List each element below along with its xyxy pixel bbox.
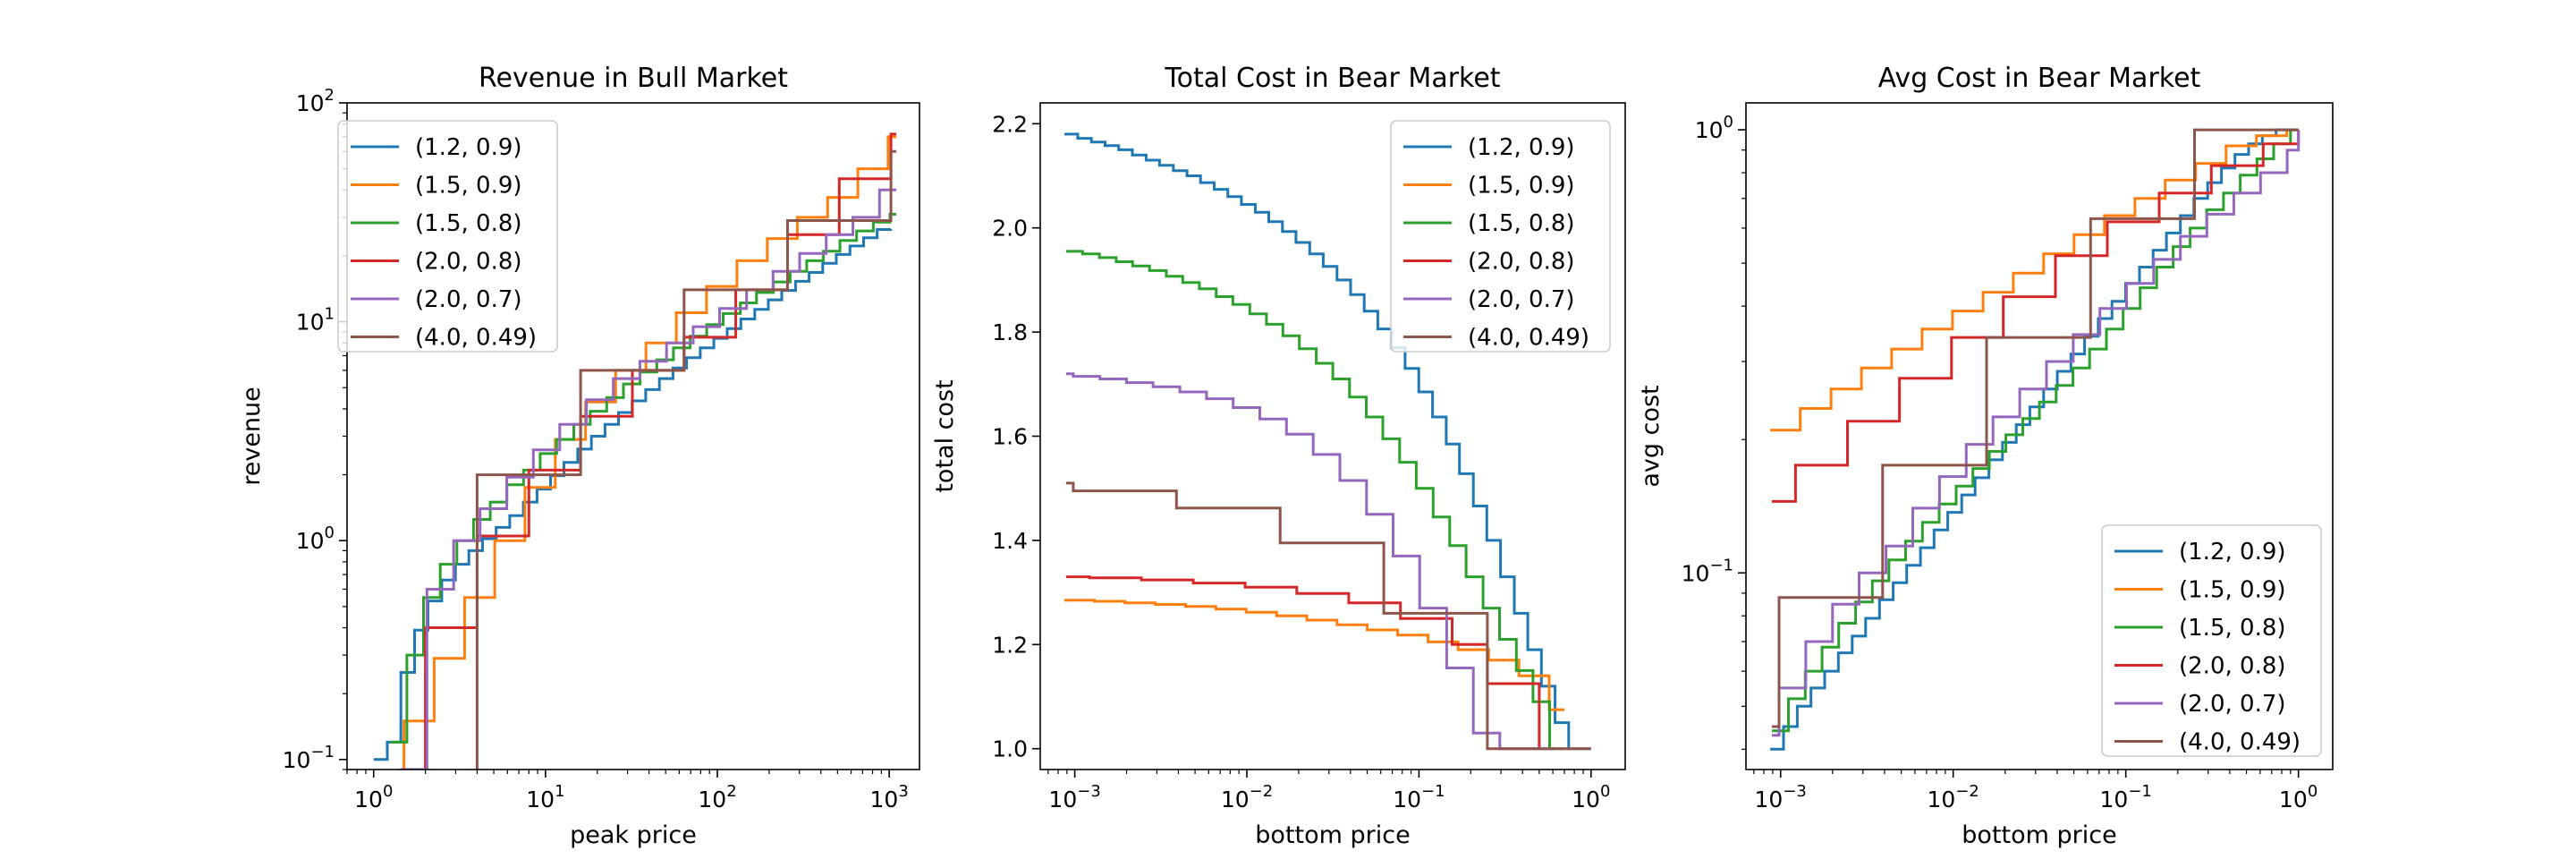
- axes-frame: [1745, 102, 2334, 770]
- y-tick-label: 2.0: [992, 216, 1028, 242]
- x-tick-label: 10−3: [1755, 782, 1807, 812]
- y-tick-label: 1.2: [992, 632, 1028, 658]
- y-tick-label: 1.4: [992, 528, 1028, 554]
- x-tick-label: 10−2: [1928, 782, 1979, 812]
- legend-entry: (2.0, 0.8): [415, 249, 522, 276]
- x-axis-label: peak price: [570, 821, 697, 849]
- series-line-4: [1772, 130, 2301, 503]
- series-line-2: [1770, 128, 2299, 432]
- x-tick-label: 10−3: [1048, 782, 1100, 812]
- series-line-2: [1064, 599, 1564, 711]
- legend-entry: (1.2, 0.9): [1468, 134, 1575, 161]
- legend-box: [1390, 120, 1611, 353]
- legend-entry: (1.5, 0.8): [1468, 210, 1575, 237]
- legend-entry: (2.0, 0.7): [1468, 286, 1575, 313]
- chart-title: Total Cost in Bear Market: [1164, 63, 1500, 94]
- series-line-6: [475, 149, 897, 770]
- y-tick-label: 101: [296, 305, 335, 336]
- legend-entry: (4.0, 0.49): [2179, 729, 2301, 756]
- x-tick-label: 102: [698, 782, 736, 812]
- series-line-2: [402, 135, 897, 770]
- series-line-3: [1065, 250, 1564, 751]
- series-line-4: [1065, 575, 1541, 749]
- legend-entry: (2.0, 0.8): [2179, 653, 2286, 680]
- chart-panel-1: 100 101 102 103 10−1 100 101 102 Revenue in Bull…: [238, 63, 920, 849]
- series-line-6: [1065, 481, 1591, 751]
- x-tick-label: 10−2: [1221, 782, 1273, 812]
- legend-box: [337, 120, 558, 353]
- chart-panel-3: 10−3 10−2 10−1 100 10−1 100 Avg Cost in Bear M…: [1637, 63, 2334, 849]
- y-tick-label: 2.2: [992, 111, 1028, 137]
- y-tick-label: 100: [1695, 113, 1733, 143]
- y-axis-label: total cost: [931, 379, 959, 492]
- legend-entry: (1.5, 0.9): [415, 173, 522, 200]
- legend-entry: (1.5, 0.8): [2179, 615, 2286, 642]
- legend-box: [2101, 524, 2322, 757]
- x-axis-label: bottom price: [1962, 821, 2116, 849]
- y-axis-label: revenue: [238, 387, 266, 486]
- x-tick-label: 100: [1572, 782, 1610, 812]
- legend-entry: (2.0, 0.8): [1468, 249, 1575, 276]
- y-tick-label: 100: [296, 523, 335, 554]
- legend: (1.2, 0.9) (1.5, 0.9) (1.5, 0.8) (2.0, 0.8)…: [1390, 120, 1611, 353]
- legend-entry: (1.5, 0.8): [415, 210, 522, 237]
- series-line-6: [1772, 128, 2299, 728]
- legend-entry: (2.0, 0.7): [2179, 691, 2286, 718]
- series-group: [1770, 128, 2301, 751]
- legend-entry: (4.0, 0.49): [1468, 325, 1589, 352]
- y-tick-label: 1.8: [992, 319, 1028, 345]
- series-line-5: [1772, 130, 2301, 737]
- chart-title: Avg Cost in Bear Market: [1878, 63, 2201, 94]
- x-axis-label: bottom price: [1255, 821, 1410, 849]
- chart-panel-2: 10−3 10−2 10−1 100 1.0 1.2 1.4 1.6 1.8 2.0 2.2 Tota…: [931, 63, 1626, 849]
- y-tick-label: 1.6: [992, 424, 1028, 450]
- legend-entry: (2.0, 0.7): [415, 286, 522, 313]
- legend: (1.2, 0.9) (1.5, 0.9) (1.5, 0.8) (2.0, 0.8)…: [2101, 524, 2322, 757]
- legend-entry: (1.2, 0.9): [415, 134, 522, 161]
- y-tick-label: 1.0: [992, 736, 1028, 762]
- legend-entry: (1.5, 0.9): [1468, 173, 1575, 200]
- legend-entry: (1.2, 0.9): [2179, 539, 2286, 566]
- x-tick-label: 100: [354, 782, 393, 812]
- y-tick-label: 10−1: [283, 743, 335, 773]
- x-tick-label: 10−1: [1393, 782, 1445, 812]
- y-tick-label: 10−1: [1682, 556, 1733, 586]
- x-tick-label: 101: [526, 782, 564, 812]
- series-group: [373, 132, 897, 770]
- series-line-3: [1772, 128, 2299, 733]
- series-line-1: [1064, 132, 1591, 751]
- x-tick-label: 103: [870, 782, 909, 812]
- x-tick-label: 10−1: [2100, 782, 2152, 812]
- y-tick-label: 102: [296, 86, 335, 116]
- legend: (1.2, 0.9) (1.5, 0.9) (1.5, 0.8) (2.0, 0.8)…: [337, 120, 558, 353]
- legend-entry: (1.5, 0.9): [2179, 577, 2286, 604]
- y-axis-label: avg cost: [1637, 385, 1665, 487]
- series-line-5: [400, 188, 897, 770]
- series-group: [1064, 132, 1591, 751]
- series-line-5: [1065, 372, 1554, 751]
- x-tick-label: 100: [2279, 782, 2318, 812]
- legend-entry: (4.0, 0.49): [415, 325, 537, 352]
- chart-title: Revenue in Bull Market: [479, 63, 788, 94]
